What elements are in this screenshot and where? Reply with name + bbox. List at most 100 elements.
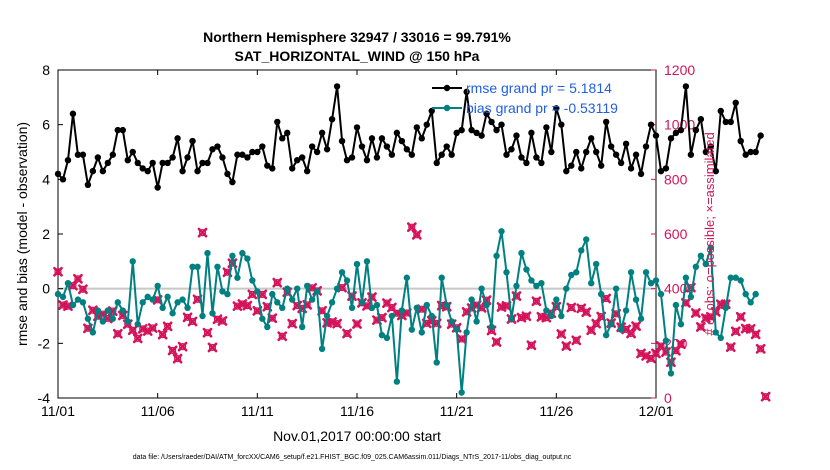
rmse-point: [69, 110, 77, 117]
bias-point: [463, 329, 470, 336]
bias-point: [473, 318, 480, 325]
y2-tick-label: 400: [664, 281, 688, 297]
rmse-point: [597, 162, 605, 169]
obs-assimilated-point: [287, 318, 298, 329]
rmse-point: [129, 148, 136, 156]
obs-possible-point: [602, 294, 610, 303]
obs-assimilated-point: [631, 321, 641, 332]
bias-point: [612, 285, 620, 292]
obs-assimilated-point: [147, 323, 158, 333]
rmse-point: [144, 167, 151, 175]
rmse-point: [588, 135, 595, 142]
obs-possible-point: [657, 342, 665, 350]
rmse-point: [303, 167, 311, 175]
chart-title: Northern Hemisphere 32947 / 33016 = 99.7…: [203, 29, 511, 45]
obs-assimilated-point: [332, 318, 342, 329]
rmse-point: [328, 116, 336, 123]
rmse-point: [259, 143, 266, 150]
bias-point: [353, 260, 361, 268]
obs-possible-point: [732, 327, 740, 335]
y-axis-label: rmse and bias (model - observation): [14, 122, 30, 346]
bias-point: [378, 331, 386, 339]
bias-point: [657, 290, 665, 298]
bias-point: [503, 269, 510, 276]
obs-possible-point: [164, 322, 172, 330]
bias-point: [154, 282, 161, 290]
rmse-point: [453, 129, 460, 137]
rmse-point: [553, 105, 560, 112]
rmse-point: [448, 151, 455, 158]
bias-point: [468, 296, 475, 303]
bias-point: [622, 307, 630, 314]
y2-tick-label: 0: [664, 390, 672, 406]
rmse-point: [573, 148, 580, 156]
bias-point: [388, 312, 396, 320]
legend: rmse grand pr = 5.1814 bias grand pr = -0…: [432, 80, 618, 116]
obs-possible-point: [248, 290, 256, 299]
rmse-point: [279, 135, 286, 142]
rmse-point: [109, 151, 117, 158]
bias-point: [323, 312, 331, 320]
rmse-point: [727, 118, 734, 126]
rmse-point: [363, 157, 371, 164]
x-tick-label: 11/26: [539, 403, 573, 419]
bias-point: [413, 304, 420, 311]
obs-assimilated-point: [207, 342, 218, 353]
obs-assimilated-point: [725, 342, 736, 353]
obs-possible-point: [572, 336, 580, 344]
obs-assimilated-point: [676, 339, 686, 350]
rmse-point: [393, 129, 401, 137]
obs-possible-point: [114, 330, 122, 338]
bias-point: [597, 290, 605, 298]
obs-possible-point: [757, 345, 765, 353]
rmse-point: [747, 148, 754, 156]
rmse-point: [617, 159, 625, 167]
bias-point: [523, 266, 530, 273]
obs-assimilated-point: [78, 284, 88, 295]
bias-point: [478, 285, 485, 292]
bias-point: [303, 282, 311, 290]
bias-point: [742, 290, 749, 298]
bias-point: [588, 280, 595, 287]
bias-point: [279, 304, 286, 311]
rmse-point: [498, 121, 505, 128]
rmse-point: [612, 151, 620, 158]
rmse-point: [54, 170, 62, 178]
obs-possible-point: [567, 303, 575, 312]
bias-point: [578, 247, 585, 254]
bias-point: [553, 296, 560, 303]
bias-point: [428, 312, 435, 320]
obs-assimilated-point: [561, 341, 572, 351]
rmse-point: [543, 124, 550, 131]
bias-point: [54, 290, 62, 298]
rmse-point: [59, 176, 67, 183]
bias-point: [558, 312, 565, 320]
y-tick-label: -2: [38, 335, 51, 351]
rmse-point: [318, 129, 326, 137]
rmse-series-line: [57, 85, 762, 189]
obs-possible-point: [582, 308, 590, 316]
rmse-point: [358, 143, 366, 150]
bias-point: [114, 299, 122, 306]
obs-assimilated-point: [177, 341, 188, 352]
rmse-point: [478, 132, 485, 139]
rmse-point: [697, 116, 705, 123]
bias-point: [274, 299, 281, 306]
rmse-point: [677, 126, 685, 134]
bias-point: [617, 326, 625, 333]
bias-point: [84, 315, 92, 322]
rmse-point: [94, 154, 102, 161]
x-tick-label: 12/01: [638, 403, 673, 419]
rmse-point: [752, 148, 759, 156]
y2-axis-label: # of obs: o=possible; ×=assimilated: [702, 132, 717, 335]
bias-point: [318, 345, 326, 352]
obs-assimilated-point: [142, 326, 153, 336]
y-tick-label: 6: [42, 117, 50, 133]
obs-assimilated-point: [491, 337, 502, 347]
rmse-point: [463, 88, 470, 96]
obs-possible-point: [458, 335, 466, 343]
bias-point: [408, 326, 416, 333]
rmse-point: [632, 151, 640, 158]
rmse-point: [627, 165, 635, 172]
rmse-point: [269, 165, 276, 172]
